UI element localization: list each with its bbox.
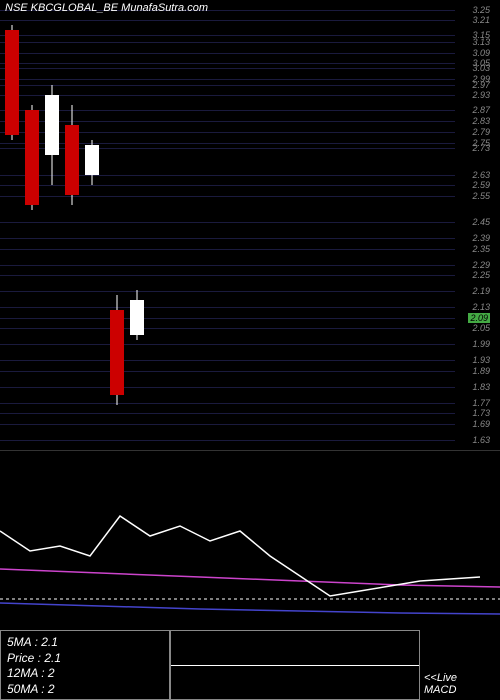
- y-axis-labels: 3.253.213.153.133.093.053.032.992.972.93…: [455, 10, 490, 440]
- ma50-value: 50MA : 2: [7, 682, 163, 698]
- live-label: <<Live: [424, 672, 496, 684]
- indicator-lines: [0, 451, 500, 631]
- info-right: <<Live MACD: [420, 630, 500, 700]
- info-center: [170, 630, 420, 700]
- indicator-panel: [0, 450, 500, 630]
- price-value: Price : 2.1: [7, 651, 163, 667]
- chart-title: NSE KBCGLOBAL_BE MunafaSutra.com: [5, 2, 208, 14]
- ma5-value: 5MA : 2.1: [7, 635, 163, 651]
- center-divider: [171, 665, 419, 666]
- info-left: 5MA : 2.1 Price : 2.1 12MA : 2 50MA : 2: [0, 630, 170, 700]
- candlestick-chart: NSE KBCGLOBAL_BE MunafaSutra.com 3.253.2…: [0, 0, 500, 450]
- macd-label: MACD: [424, 684, 496, 696]
- ma12-value: 12MA : 2: [7, 666, 163, 682]
- info-panel: 5MA : 2.1 Price : 2.1 12MA : 2 50MA : 2 …: [0, 630, 500, 700]
